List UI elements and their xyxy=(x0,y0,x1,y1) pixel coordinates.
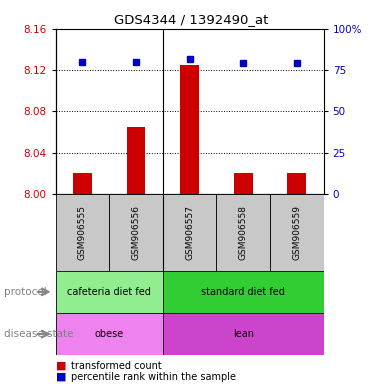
Bar xyxy=(234,173,253,194)
Text: disease state: disease state xyxy=(4,329,73,339)
Bar xyxy=(216,194,270,271)
Text: GSM906558: GSM906558 xyxy=(239,205,248,260)
Bar xyxy=(270,194,324,271)
Text: obese: obese xyxy=(95,329,124,339)
Bar xyxy=(109,194,163,271)
Bar xyxy=(180,65,199,194)
Text: GDS4344 / 1392490_at: GDS4344 / 1392490_at xyxy=(114,13,269,26)
Text: GSM906556: GSM906556 xyxy=(131,205,141,260)
Bar xyxy=(73,173,92,194)
Bar xyxy=(56,313,163,355)
Text: protocol: protocol xyxy=(4,287,47,297)
Text: percentile rank within the sample: percentile rank within the sample xyxy=(71,372,236,382)
Bar xyxy=(56,271,163,313)
Text: transformed count: transformed count xyxy=(71,361,162,371)
Bar xyxy=(163,194,216,271)
Bar xyxy=(56,194,109,271)
Text: GSM906559: GSM906559 xyxy=(292,205,301,260)
Bar xyxy=(163,271,324,313)
Bar xyxy=(287,173,306,194)
Bar xyxy=(163,313,324,355)
Text: GSM906555: GSM906555 xyxy=(78,205,87,260)
Text: ■: ■ xyxy=(56,372,66,382)
Text: cafeteria diet fed: cafeteria diet fed xyxy=(67,287,151,297)
Bar xyxy=(126,127,146,194)
Text: GSM906557: GSM906557 xyxy=(185,205,194,260)
Text: lean: lean xyxy=(233,329,254,339)
Text: standard diet fed: standard diet fed xyxy=(201,287,285,297)
Text: ■: ■ xyxy=(56,361,66,371)
